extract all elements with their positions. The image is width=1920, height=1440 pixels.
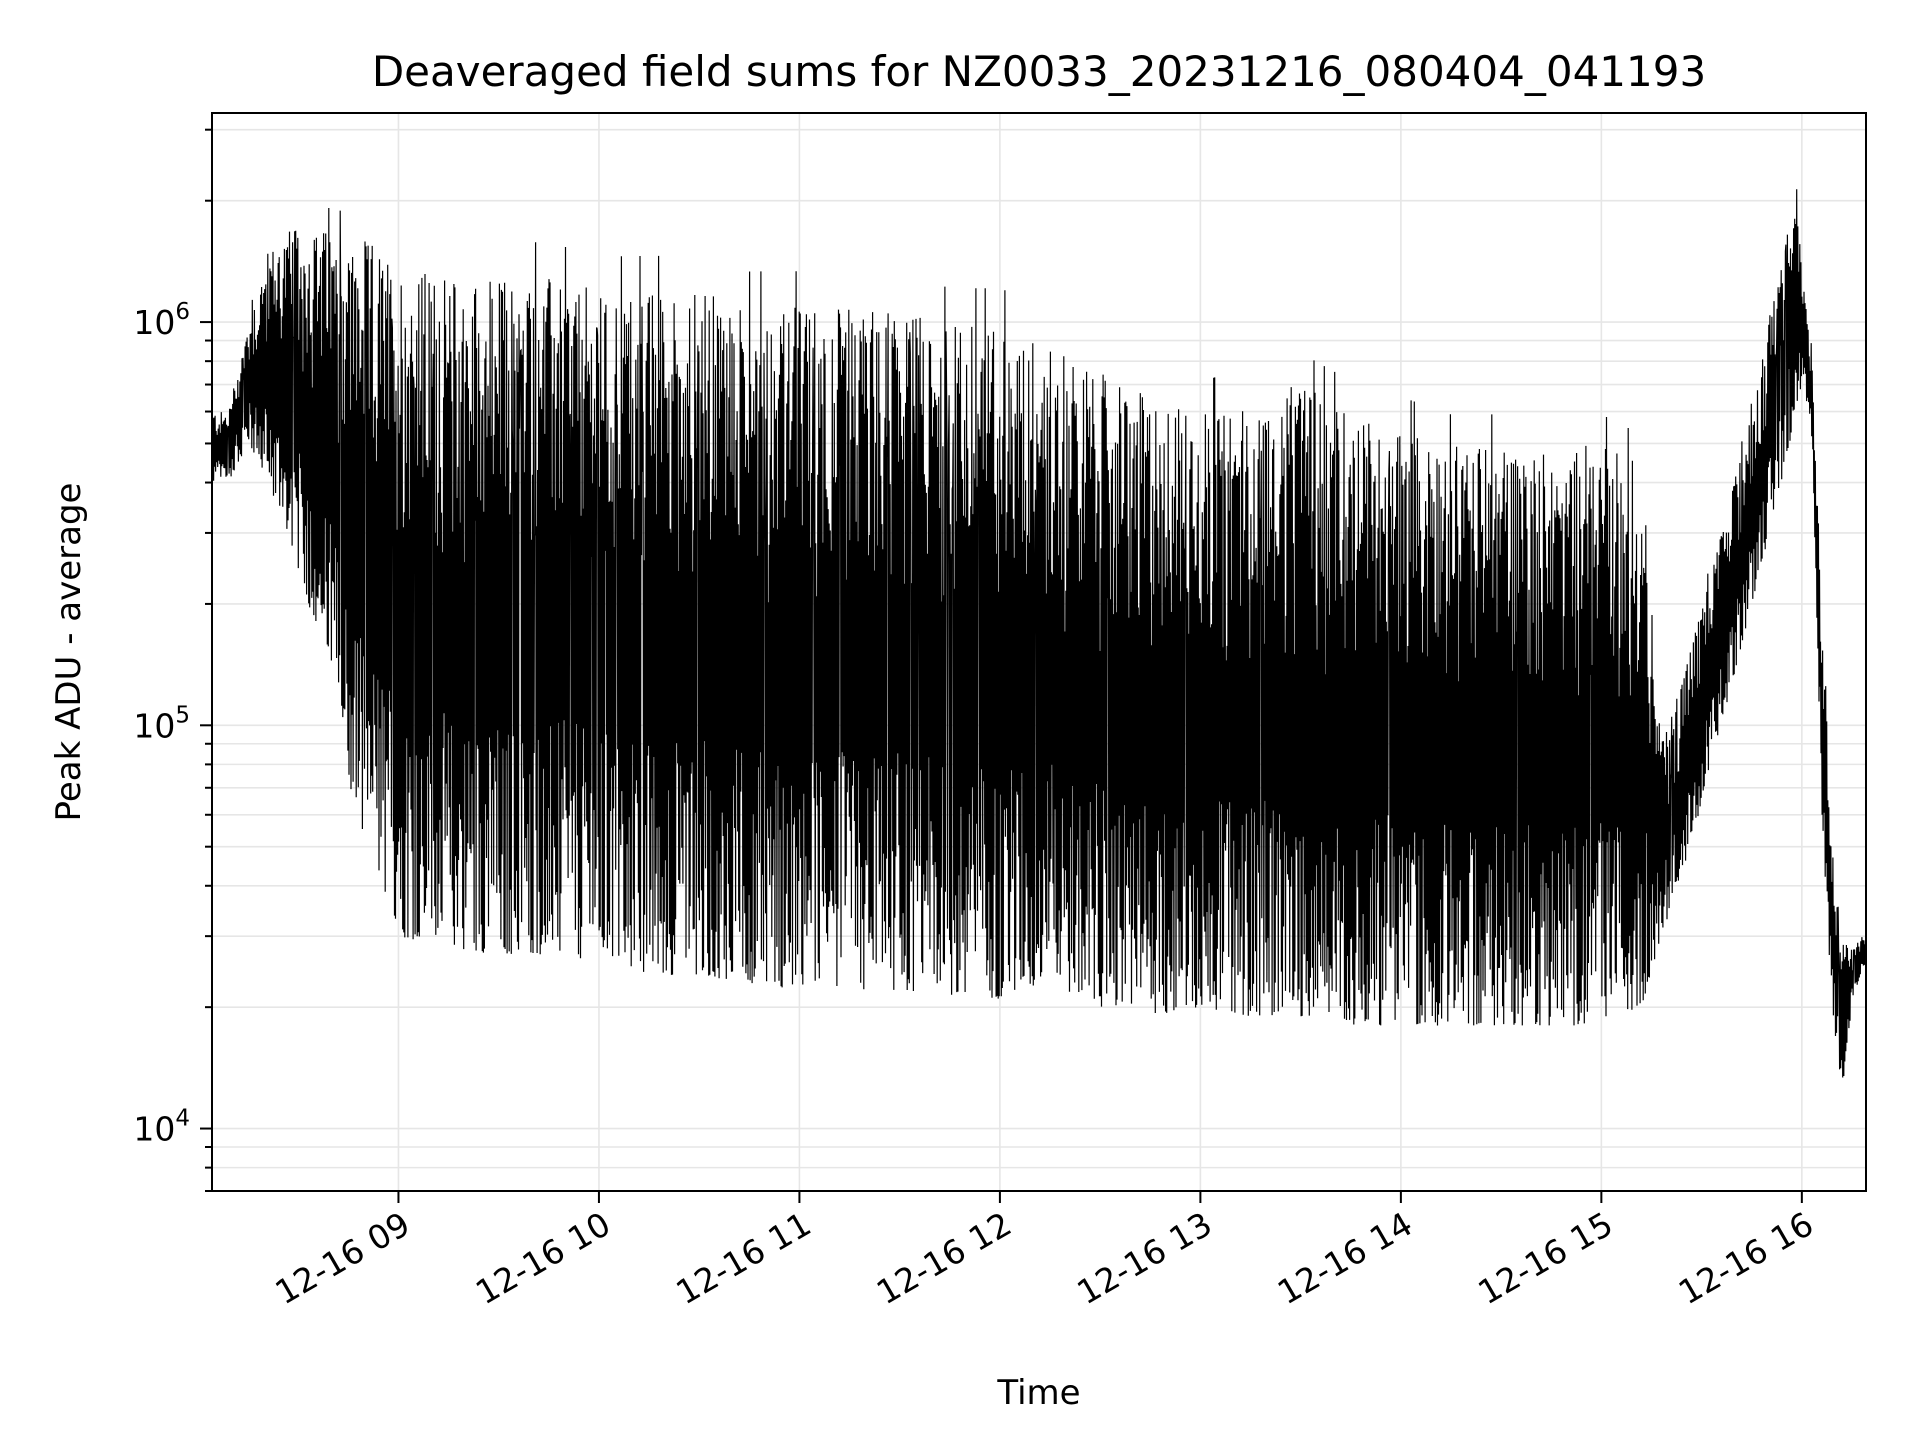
y-axis-label: Peak ADU - average bbox=[49, 483, 89, 822]
y-tick-exponent: 6 bbox=[175, 299, 190, 325]
y-tick-base: 10 bbox=[133, 303, 175, 342]
y-tick-exponent: 5 bbox=[175, 702, 190, 728]
series-layer bbox=[212, 189, 1866, 1078]
y-tick-base: 10 bbox=[133, 706, 175, 745]
y-tick-exponent: 4 bbox=[175, 1106, 190, 1132]
y-tick-label: 105 bbox=[133, 702, 190, 745]
x-axis-label: Time bbox=[996, 1373, 1080, 1413]
series-line-peak-adu bbox=[212, 189, 1866, 1078]
y-tick-label: 106 bbox=[133, 299, 190, 342]
plot-frame bbox=[211, 112, 1867, 1192]
chart-title: Deaveraged field sums for NZ0033_2023121… bbox=[372, 47, 1706, 96]
y-tick-base: 10 bbox=[133, 1110, 175, 1149]
y-tick-label: 104 bbox=[133, 1106, 190, 1149]
